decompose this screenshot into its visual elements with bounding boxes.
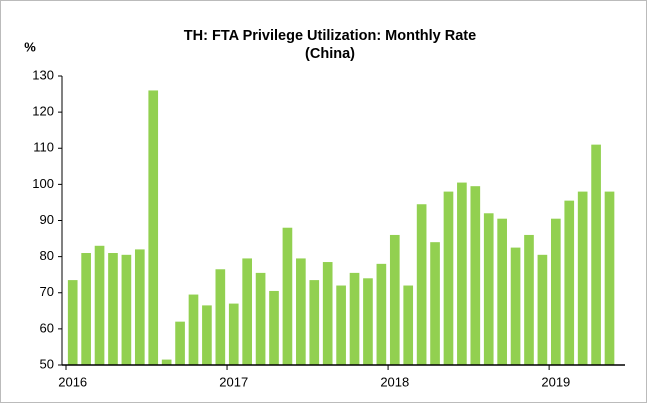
x-tick-label: 2016 bbox=[58, 374, 87, 389]
bar bbox=[591, 144, 601, 365]
bar bbox=[108, 253, 118, 365]
bar bbox=[309, 280, 320, 365]
bar bbox=[443, 191, 454, 365]
bar bbox=[470, 186, 481, 365]
bar bbox=[255, 272, 266, 365]
bar bbox=[604, 191, 615, 365]
bar bbox=[175, 321, 185, 365]
bar bbox=[349, 272, 360, 365]
bar bbox=[510, 247, 521, 365]
y-tick-label: 130 bbox=[32, 67, 54, 82]
bar bbox=[483, 213, 494, 365]
y-tick-label: 110 bbox=[33, 140, 54, 155]
y-axis-label: % bbox=[24, 39, 36, 54]
bar bbox=[389, 234, 400, 365]
bar bbox=[296, 258, 306, 365]
chart-title: TH: FTA Privilege Utilization: Monthly R… bbox=[184, 28, 476, 44]
bar bbox=[282, 227, 293, 365]
bar bbox=[67, 280, 78, 365]
y-tick-label: 120 bbox=[32, 104, 54, 119]
bar bbox=[269, 290, 279, 365]
bar bbox=[336, 285, 346, 365]
bar bbox=[524, 234, 534, 365]
bar bbox=[416, 204, 427, 365]
bar bbox=[121, 254, 132, 365]
bar bbox=[457, 182, 467, 365]
y-tick-label: 60 bbox=[40, 320, 54, 335]
bar bbox=[161, 359, 172, 365]
bar bbox=[564, 200, 575, 365]
bar bbox=[550, 218, 561, 365]
y-tick-label: 80 bbox=[40, 248, 54, 263]
bar bbox=[94, 245, 105, 365]
x-tick-label: 2017 bbox=[219, 374, 248, 389]
y-tick-label: 100 bbox=[32, 176, 54, 191]
y-tick-label: 70 bbox=[40, 284, 54, 299]
x-tick-label: 2018 bbox=[380, 374, 409, 389]
chart-title: (China) bbox=[305, 46, 355, 62]
bar bbox=[577, 191, 588, 365]
bar bbox=[430, 242, 440, 365]
bar bbox=[148, 90, 159, 365]
bar bbox=[188, 294, 199, 365]
bar bbox=[242, 258, 253, 365]
bar bbox=[403, 285, 414, 365]
bar bbox=[81, 253, 91, 365]
bar bbox=[363, 278, 373, 365]
bar bbox=[202, 305, 212, 365]
bar bbox=[228, 303, 239, 365]
bar bbox=[134, 249, 145, 365]
bar bbox=[537, 254, 548, 365]
y-tick-label: 90 bbox=[40, 212, 54, 227]
x-tick-label: 2019 bbox=[541, 374, 570, 389]
bar bbox=[215, 269, 226, 365]
bar bbox=[497, 218, 507, 365]
bar bbox=[322, 262, 333, 365]
y-tick-label: 50 bbox=[40, 356, 54, 371]
bar bbox=[376, 263, 387, 365]
